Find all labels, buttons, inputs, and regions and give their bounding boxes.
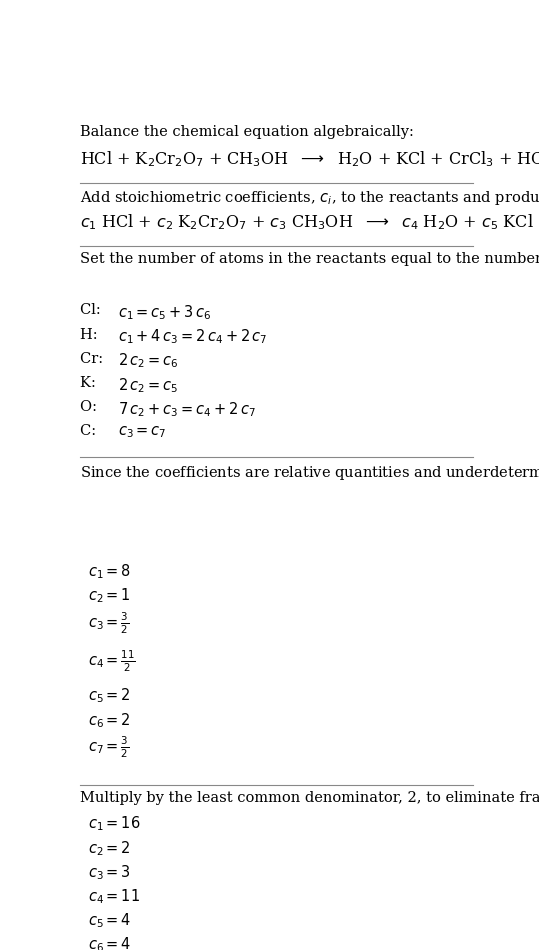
Text: $c_5 = 4$: $c_5 = 4$ <box>88 911 132 930</box>
Text: Set the number of atoms in the reactants equal to the number of atoms in the pro: Set the number of atoms in the reactants… <box>80 253 539 266</box>
Text: $c_2 = 1$: $c_2 = 1$ <box>88 586 131 605</box>
Text: Cr:: Cr: <box>80 352 112 366</box>
Text: $c_1$ HCl + $c_2$ K$_2$Cr$_2$O$_7$ + $c_3$ CH$_3$OH  $\longrightarrow$  $c_4$ H$: $c_1$ HCl + $c_2$ K$_2$Cr$_2$O$_7$ + $c_… <box>80 213 539 233</box>
Text: $c_7 = \frac{3}{2}$: $c_7 = \frac{3}{2}$ <box>88 735 130 760</box>
Text: K:: K: <box>80 376 105 390</box>
Text: $7\,c_2 + c_3 = c_4 + 2\,c_7$: $7\,c_2 + c_3 = c_4 + 2\,c_7$ <box>118 400 255 419</box>
Text: $c_1 = 8$: $c_1 = 8$ <box>88 562 132 581</box>
Text: Balance the chemical equation algebraically:: Balance the chemical equation algebraica… <box>80 125 414 139</box>
Text: $c_5 = 2$: $c_5 = 2$ <box>88 687 131 706</box>
Text: $c_6 = 2$: $c_6 = 2$ <box>88 711 131 730</box>
Text: $c_2 = 2$: $c_2 = 2$ <box>88 839 131 858</box>
Text: O:: O: <box>80 400 106 414</box>
Text: H:: H: <box>80 328 107 342</box>
Text: $c_1 + 4\,c_3 = 2\,c_4 + 2\,c_7$: $c_1 + 4\,c_3 = 2\,c_4 + 2\,c_7$ <box>118 328 267 347</box>
Text: $c_1 = 16$: $c_1 = 16$ <box>88 815 141 833</box>
Text: $c_1 = c_5 + 3\,c_6$: $c_1 = c_5 + 3\,c_6$ <box>118 303 211 322</box>
Text: Multiply by the least common denominator, 2, to eliminate fractional coefficient: Multiply by the least common denominator… <box>80 790 539 805</box>
Text: $2\,c_2 = c_6$: $2\,c_2 = c_6$ <box>118 352 178 370</box>
Text: Since the coefficients are relative quantities and underdetermined, choose a coe: Since the coefficients are relative quan… <box>80 463 539 482</box>
Text: $c_3 = c_7$: $c_3 = c_7$ <box>118 424 166 440</box>
Text: C:: C: <box>80 424 105 438</box>
Text: Add stoichiometric coefficients, $c_i$, to the reactants and products:: Add stoichiometric coefficients, $c_i$, … <box>80 189 539 206</box>
Text: $c_4 = 11$: $c_4 = 11$ <box>88 887 140 906</box>
Text: $c_4 = \frac{11}{2}$: $c_4 = \frac{11}{2}$ <box>88 649 136 674</box>
Text: $c_6 = 4$: $c_6 = 4$ <box>88 936 132 950</box>
Text: $c_3 = 3$: $c_3 = 3$ <box>88 863 131 882</box>
Text: HCl + K$_2$Cr$_2$O$_7$ + CH$_3$OH  $\longrightarrow$  H$_2$O + KCl + CrCl$_3$ + : HCl + K$_2$Cr$_2$O$_7$ + CH$_3$OH $\long… <box>80 149 539 169</box>
Text: $2\,c_2 = c_5$: $2\,c_2 = c_5$ <box>118 376 178 394</box>
Text: $c_3 = \frac{3}{2}$: $c_3 = \frac{3}{2}$ <box>88 611 130 636</box>
Text: Cl:: Cl: <box>80 303 110 317</box>
